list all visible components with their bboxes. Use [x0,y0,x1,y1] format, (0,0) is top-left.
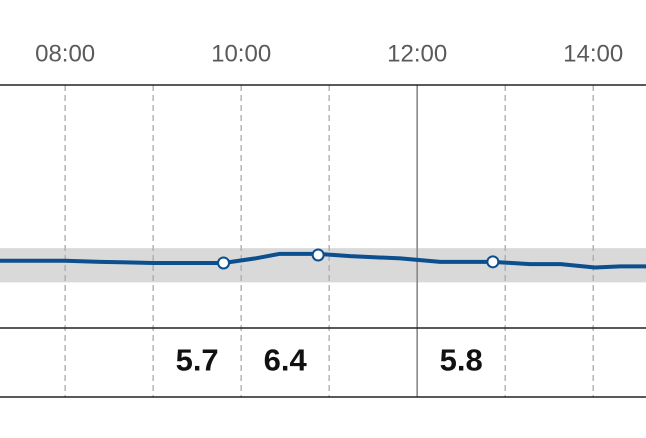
measurement-marker [311,248,325,262]
x-tick-label: 12:00 [387,40,447,67]
x-tick-label: 10:00 [211,40,271,67]
measurement-marker [486,255,500,269]
measurement-marker [217,256,231,270]
data-label: 6.4 [264,343,308,378]
data-label: 5.8 [440,343,483,378]
data-label: 5.7 [176,343,219,378]
glucose-line [0,251,646,270]
x-tick-label: 08:00 [35,40,95,67]
x-tick-label: 14:00 [563,40,623,67]
